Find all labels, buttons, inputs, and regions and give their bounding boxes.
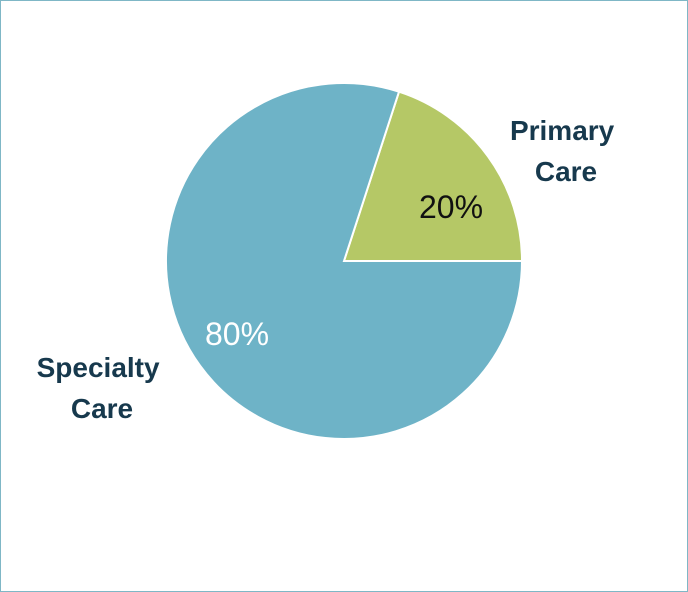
value-label-primary-care: 20%	[419, 189, 483, 225]
value-label-specialty-care: 80%	[205, 316, 269, 352]
label-specialty-care: Specialty Care	[37, 352, 168, 424]
label-primary-care: Primary Care	[510, 115, 622, 187]
pie-slice-specialty-care	[165, 82, 524, 440]
pie-slices	[165, 82, 524, 440]
label-primary-care-line2: Care	[535, 156, 597, 187]
label-specialty-care-line1: Specialty	[37, 352, 160, 383]
pie-slice-primary-care	[342, 90, 524, 262]
label-primary-care-line1: Primary	[510, 115, 615, 146]
label-specialty-care-line2: Care	[71, 393, 133, 424]
